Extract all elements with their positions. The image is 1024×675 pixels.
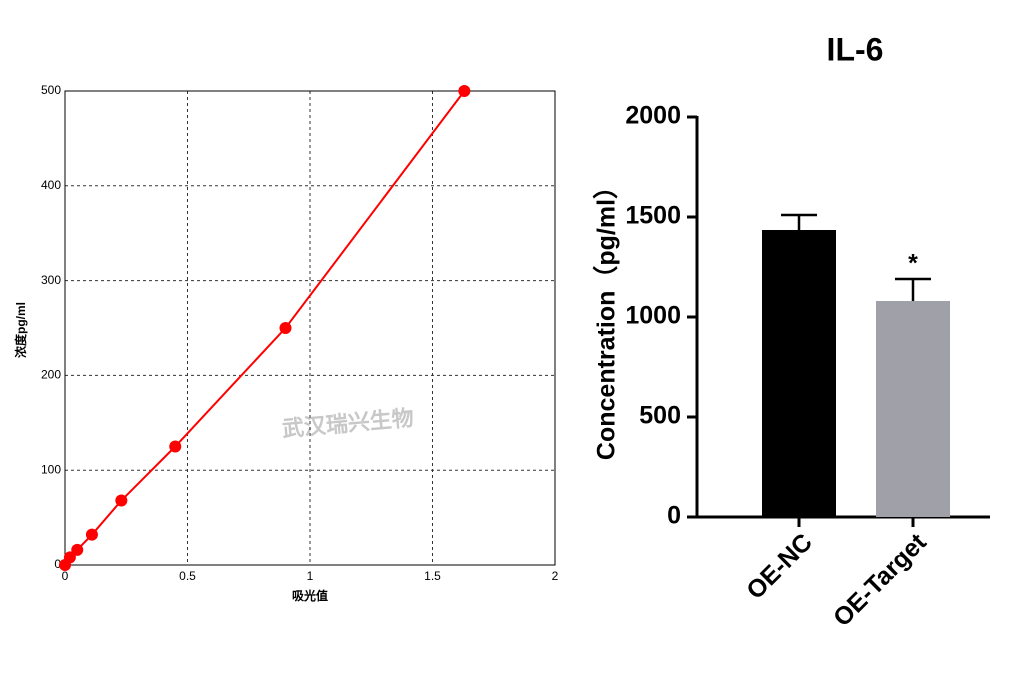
y-tick-label: 500 [639, 402, 681, 430]
x-tick-label: 0.5 [179, 569, 196, 583]
y-tick-label: 0 [667, 502, 681, 530]
standard-curve: 吸光值 浓度pg/ml 武汉瑞兴生物 0 100 200 300 400 500 0 0.5 1… [13, 83, 558, 603]
bar [762, 230, 836, 517]
point [279, 322, 292, 334]
y-tick-label: 100 [41, 462, 61, 476]
x-axis-label: 吸光值 [292, 588, 328, 603]
watermark: 武汉瑞兴生物 [281, 405, 415, 441]
y-axis-label: 浓度pg/ml [13, 302, 28, 358]
x-tick-label: 1.5 [424, 569, 441, 583]
x-tick-label: 2 [552, 569, 559, 583]
y-tick-label: 1500 [625, 202, 681, 230]
bar [876, 301, 950, 517]
y-axis-label: Concentration（pg/ml） [592, 174, 621, 460]
y-tick-label: 2000 [625, 102, 681, 130]
y-tick-label: 300 [41, 273, 61, 287]
bar-chart: IL-6 Concentration（pg/ml） 0 500 1000 1500 20… [592, 31, 990, 632]
plot-frame [64, 90, 556, 566]
y-tick-label: 0 [54, 557, 61, 571]
point [169, 440, 182, 453]
y-tick-label: 400 [41, 178, 61, 192]
point [63, 551, 76, 564]
x-tick-label: 0 [62, 569, 69, 583]
y-tick-label: 500 [41, 83, 61, 97]
significance: * [908, 250, 918, 278]
y-tick-label: 1000 [625, 302, 681, 330]
point [115, 494, 128, 507]
y-tick-label: 200 [41, 368, 61, 382]
point [71, 543, 84, 556]
x-tick-label: 1 [307, 569, 314, 583]
curve [64, 90, 466, 566]
chart-title: IL-6 [827, 31, 884, 67]
x-tick-label: OE-NC [741, 528, 818, 605]
point [458, 85, 471, 97]
x-tick-label: OE-Target [828, 528, 932, 632]
point [85, 528, 98, 541]
